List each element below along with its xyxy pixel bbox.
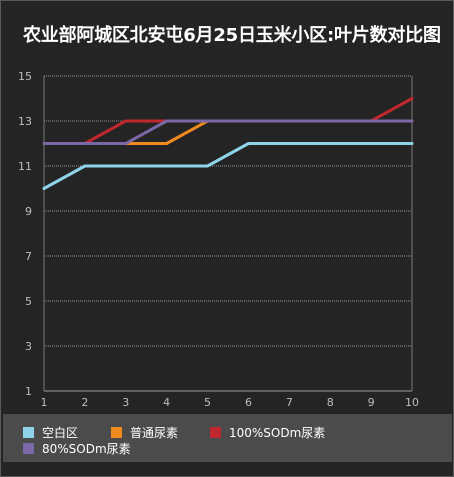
series-line-2 [42, 119, 414, 145]
y-tick-label: 9 [25, 205, 32, 218]
x-tick-label: 7 [286, 396, 293, 409]
legend-item: 100%SODm尿素 [210, 424, 325, 440]
legend-swatch [23, 426, 34, 438]
legend: 空白区 普通尿素 100%SODm尿素 80%SODm尿素 [3, 414, 452, 462]
x-tick-label: 9 [368, 396, 375, 409]
legend-label: 普通尿素 [130, 425, 179, 440]
x-tick-label: 8 [327, 396, 334, 409]
x-tick-label: 5 [204, 396, 211, 409]
y-tick-label: 11 [18, 160, 32, 173]
x-tick-label: 2 [81, 396, 88, 409]
legend-label: 100%SODm尿素 [229, 425, 326, 440]
series-line-4 [42, 119, 414, 145]
y-tick-label: 13 [18, 115, 32, 128]
x-tick-label: 3 [122, 396, 129, 409]
series-line-1 [42, 142, 414, 190]
x-tick-label: 6 [245, 396, 252, 409]
legend-item: 空白区 [23, 424, 78, 440]
legend-item: 普通尿素 [111, 424, 178, 440]
legend-swatch [23, 442, 34, 454]
y-tick-label: 15 [18, 70, 32, 83]
x-tick-label: 1 [41, 396, 48, 409]
y-tick-label: 3 [25, 340, 32, 353]
chart-title: 农业部阿城区北安屯6月25日玉米小区:叶片数对比图 [23, 25, 441, 46]
legend-label: 空白区 [42, 425, 79, 440]
legend-swatch [111, 426, 122, 438]
legend-label: 80%SODm尿素 [42, 441, 131, 456]
bottom-strip [3, 462, 452, 475]
x-tick-label: 10 [405, 396, 419, 409]
legend-swatch [210, 426, 221, 438]
y-tick-label: 5 [25, 295, 32, 308]
y-tick-label: 7 [25, 250, 32, 263]
y-tick-label: 1 [25, 385, 32, 398]
x-tick-label: 4 [163, 396, 170, 409]
legend-item: 80%SODm尿素 [23, 440, 131, 456]
